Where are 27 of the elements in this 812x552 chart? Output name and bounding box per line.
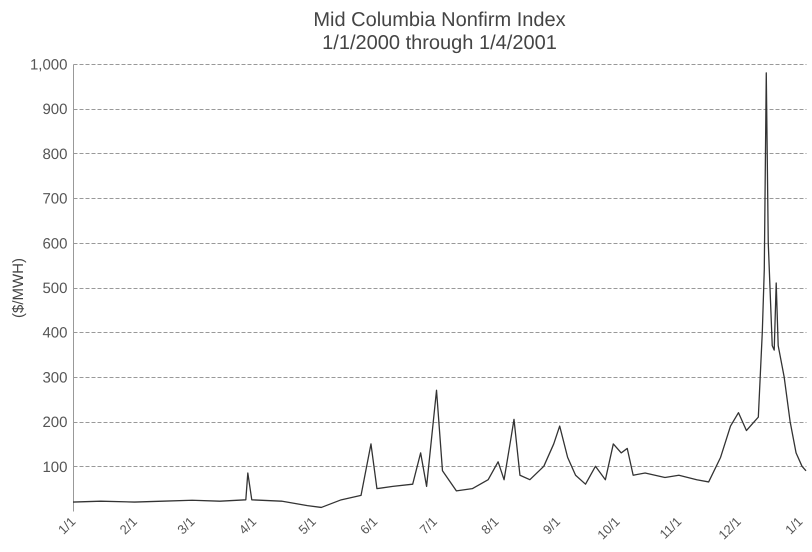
x-tick-label: 9/1 xyxy=(540,514,564,538)
x-tick-label: 5/1 xyxy=(295,514,319,538)
y-tick-label: 400 xyxy=(42,324,68,342)
line-series xyxy=(72,72,807,508)
x-tick-label: 12/1 xyxy=(715,514,744,542)
x-tick-label: 11/1 xyxy=(656,514,684,542)
x-tick-label: 7/1 xyxy=(416,514,440,538)
x-tick-label: 10/1 xyxy=(594,514,623,542)
chart-subtitle: 1/1/2000 through 1/4/2001 xyxy=(322,32,557,54)
y-tick-label: 700 xyxy=(42,190,68,208)
y-tick-label: 900 xyxy=(42,101,68,118)
y-tick-label: 100 xyxy=(42,458,68,476)
chart-title: Mid Columbia Nonfirm Index xyxy=(313,9,566,31)
y-tick-label: 300 xyxy=(42,369,68,386)
x-tick-label: 3/1 xyxy=(174,514,198,538)
y-tick-label: 500 xyxy=(42,280,68,297)
y-tick-label: 800 xyxy=(42,146,68,163)
y-axis-title: ($/MWH) xyxy=(10,258,27,318)
x-tick-label: 8/1 xyxy=(478,514,502,538)
y-tick-label: 600 xyxy=(42,235,68,252)
x-tick-label: 4/1 xyxy=(236,514,260,538)
x-tick-label: 6/1 xyxy=(357,514,380,538)
x-tick-label: 2/1 xyxy=(116,514,140,538)
x-tick-label: 1/1 xyxy=(55,514,78,538)
y-tick-label: 200 xyxy=(42,414,68,432)
y-tick-label: 1,000 xyxy=(30,56,68,74)
x-tick-label: 1/1 xyxy=(782,514,806,538)
